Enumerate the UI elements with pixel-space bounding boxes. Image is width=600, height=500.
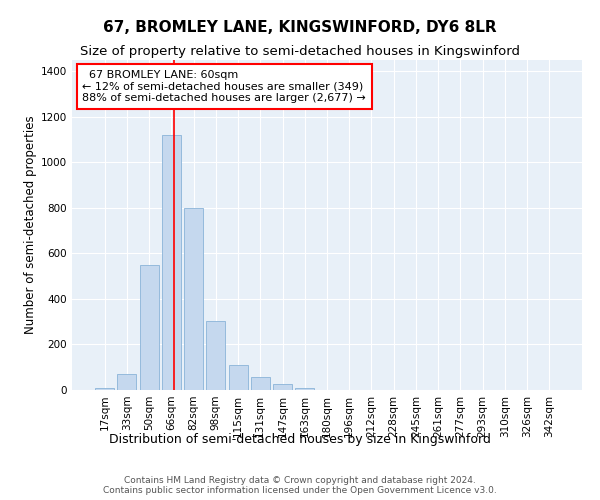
Text: Size of property relative to semi-detached houses in Kingswinford: Size of property relative to semi-detach…: [80, 45, 520, 58]
Bar: [162, 135, 181, 390]
Bar: [95, 388, 114, 390]
Y-axis label: Number of semi-detached properties: Number of semi-detached properties: [24, 116, 37, 334]
Bar: [140, 265, 158, 390]
Bar: [229, 365, 248, 390]
Text: 67 BROMLEY LANE: 60sqm
← 12% of semi-detached houses are smaller (349)
88% of se: 67 BROMLEY LANE: 60sqm ← 12% of semi-det…: [82, 70, 366, 103]
Bar: [184, 208, 203, 390]
Bar: [118, 374, 136, 390]
Text: Contains HM Land Registry data © Crown copyright and database right 2024.
Contai: Contains HM Land Registry data © Crown c…: [103, 476, 497, 495]
Bar: [273, 384, 292, 390]
Bar: [295, 388, 314, 390]
Bar: [206, 320, 225, 390]
Bar: [251, 378, 270, 390]
Text: Distribution of semi-detached houses by size in Kingswinford: Distribution of semi-detached houses by …: [109, 432, 491, 446]
Text: 67, BROMLEY LANE, KINGSWINFORD, DY6 8LR: 67, BROMLEY LANE, KINGSWINFORD, DY6 8LR: [103, 20, 497, 35]
